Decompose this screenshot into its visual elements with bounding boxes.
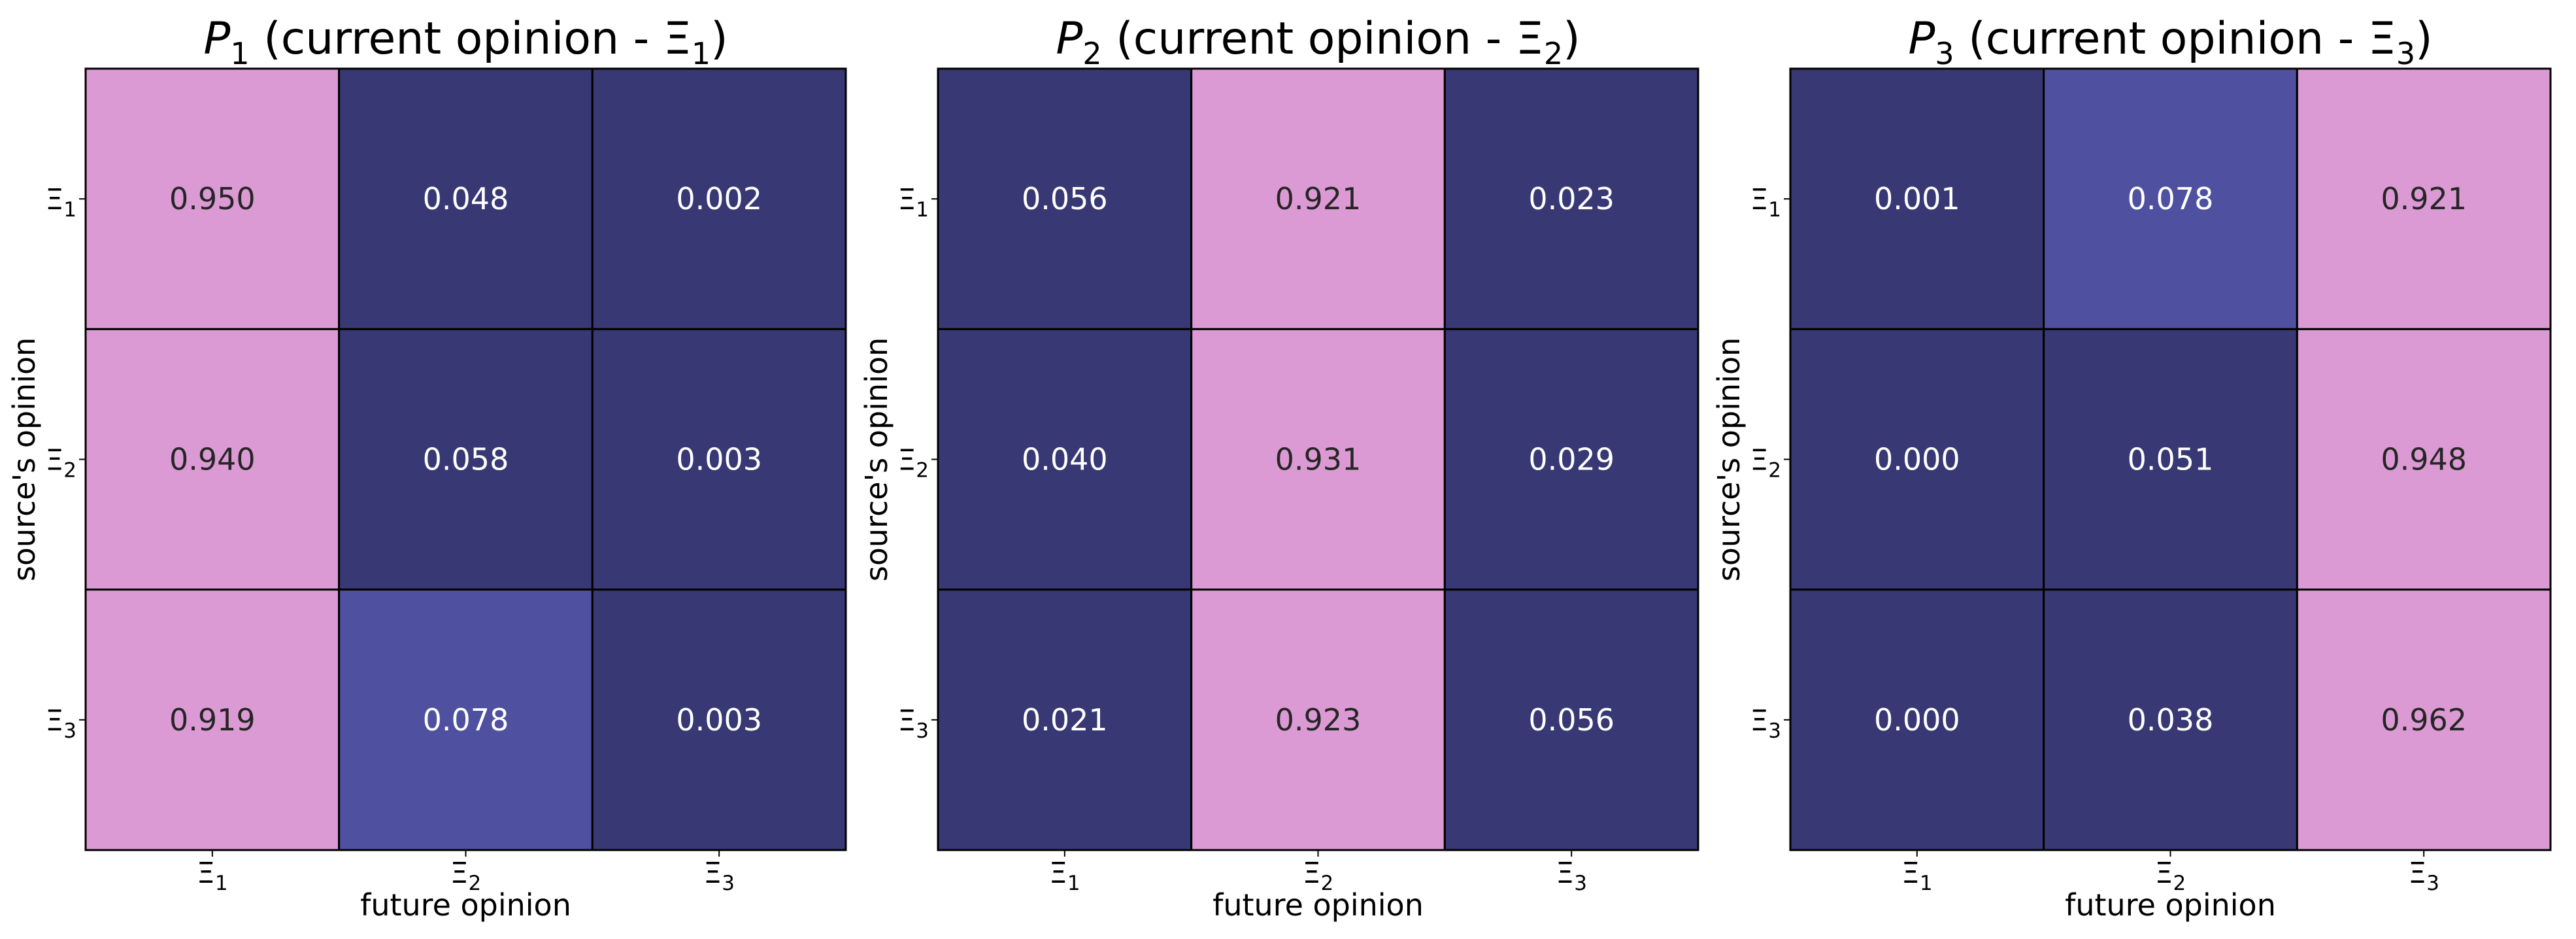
x-tick-label: Ξ2 — [1303, 857, 1334, 895]
cell-value-label: 0.921 — [2381, 181, 2467, 216]
cell-value-label: 0.921 — [1275, 181, 1362, 216]
cell-value-label: 0.001 — [1874, 181, 1960, 216]
x-axis-label: future opinion — [360, 887, 571, 923]
y-tick-label: Ξ2 — [897, 444, 929, 483]
cell-value-label: 0.931 — [1275, 442, 1362, 477]
cell-value-label: 0.003 — [676, 442, 762, 477]
x-tick-label: Ξ1 — [1049, 857, 1080, 895]
cell-value-label: 0.023 — [1528, 181, 1614, 216]
y-tick-label: Ξ1 — [45, 183, 76, 222]
y-axis-label: source's opinion — [7, 337, 42, 581]
heatmap-cell — [2296, 67, 2552, 330]
heatmap-cell — [338, 328, 594, 591]
y-tick-label: Ξ1 — [897, 183, 929, 222]
cell-value-label: 0.029 — [1528, 442, 1614, 477]
y-tick-label: Ξ2 — [1750, 444, 1781, 483]
heatmap-panel-1: 0.950 0.048 0.002 0.940 0.058 0.003 0.919 0.078… — [7, 13, 847, 923]
plot-frame — [84, 67, 847, 851]
cell-value-label: 0.056 — [1528, 702, 1614, 738]
cell-value-label: 0.940 — [169, 442, 256, 477]
plot-frame — [937, 67, 1699, 851]
heatmap-cell — [1443, 589, 1699, 851]
heatmap-cell — [338, 589, 594, 851]
cell-value-label: 0.021 — [1022, 702, 1108, 738]
heatmap-cell — [338, 67, 594, 330]
cell-value-label: 0.051 — [2128, 442, 2214, 477]
cell-value-label: 0.923 — [1275, 702, 1362, 738]
heatmap-cell — [84, 67, 341, 330]
heatmap-cell — [2043, 589, 2298, 851]
cell-value-label: 0.048 — [423, 181, 509, 216]
y-axis-label: source's opinion — [1711, 337, 1747, 581]
x-tick-label: Ξ2 — [450, 857, 482, 895]
heatmap-cell — [2043, 67, 2298, 330]
heatmap-cell — [591, 328, 847, 591]
cell-value-label: 0.038 — [2128, 702, 2214, 738]
cell-value-label: 0.056 — [1022, 181, 1108, 216]
heatmap-cell — [1190, 589, 1446, 851]
heatmap-panel-3: 0.001 0.078 0.921 0.000 0.051 0.948 0.000 0.038… — [1711, 13, 2552, 923]
chart-title: P2 (current opinion - Ξ2) — [1056, 13, 1580, 71]
x-tick-label: Ξ1 — [197, 857, 228, 895]
heatmap-cell — [937, 589, 1193, 851]
x-axis-label: future opinion — [1213, 887, 1424, 923]
chart-title: P1 (current opinion - Ξ1) — [203, 13, 728, 71]
cell-value-label: 0.058 — [423, 442, 509, 477]
y-tick-label: Ξ1 — [1750, 183, 1781, 222]
heatmap-cell — [1443, 67, 1699, 330]
plot-frame — [1789, 67, 2552, 851]
cell-value-label: 0.000 — [1874, 442, 1960, 477]
heatmap-panel-2: 0.056 0.921 0.023 0.040 0.931 0.029 0.021 0.923… — [859, 13, 1699, 923]
y-tick-label: Ξ2 — [45, 444, 76, 483]
x-tick-label: Ξ1 — [1901, 857, 1933, 895]
chart-title: P3 (current opinion - Ξ3) — [1908, 13, 2432, 71]
heatmap-cell — [1190, 328, 1446, 591]
y-tick-label: Ξ3 — [1750, 704, 1781, 743]
cell-value-label: 0.003 — [676, 702, 762, 738]
y-axis-label: source's opinion — [859, 337, 894, 581]
heatmap-cell — [84, 328, 341, 591]
cell-value-label: 0.078 — [2128, 181, 2214, 216]
cell-value-label: 0.040 — [1022, 442, 1108, 477]
cell-value-label: 0.948 — [2381, 442, 2467, 477]
y-tick-label: Ξ3 — [45, 704, 76, 743]
cell-value-label: 0.000 — [1874, 702, 1960, 738]
x-tick-label: Ξ3 — [703, 857, 735, 895]
heatmap-cell — [1789, 67, 2045, 330]
cell-value-label: 0.962 — [2381, 702, 2467, 738]
heatmap-cell — [1190, 67, 1446, 330]
x-axis-label: future opinion — [2065, 887, 2276, 923]
heatmap-cell — [937, 328, 1193, 591]
x-tick-label: Ξ3 — [2408, 857, 2439, 895]
x-tick-label: Ξ2 — [2155, 857, 2186, 895]
heatmap-cell — [2296, 328, 2552, 591]
y-tick-label: Ξ3 — [897, 704, 929, 743]
cell-value-label: 0.919 — [169, 702, 256, 738]
cell-value-label: 0.002 — [676, 181, 762, 216]
x-tick-label: Ξ3 — [1556, 857, 1587, 895]
heatmap-cell — [1443, 328, 1699, 591]
cell-value-label: 0.078 — [423, 702, 509, 738]
cell-value-label: 0.950 — [169, 181, 256, 216]
heatmap-cell — [937, 67, 1193, 330]
